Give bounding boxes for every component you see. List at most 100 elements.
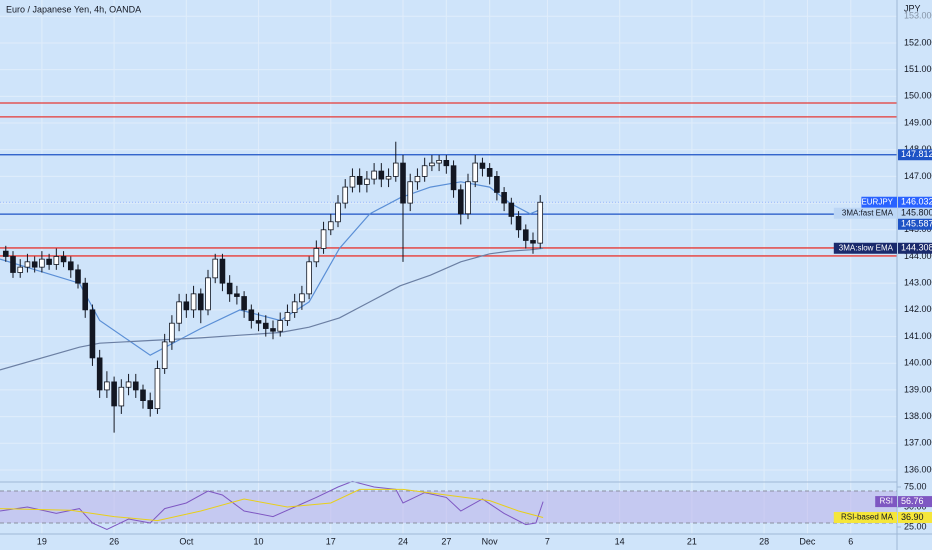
x-tick-label: Oct (179, 536, 194, 546)
candle-body (75, 269, 81, 284)
x-tick-label: 17 (326, 536, 336, 546)
y-tick-label: 149.000 (904, 117, 932, 127)
candle-body (118, 386, 125, 407)
price-tag: 147.812 (898, 149, 932, 161)
tag-name-box (833, 207, 897, 219)
tag-name-box (875, 496, 897, 508)
tag-value: 145.587 (901, 219, 932, 229)
candle-body (205, 277, 211, 311)
x-tick-label: 14 (615, 536, 625, 546)
candle-body (190, 293, 197, 311)
candle-body (327, 221, 334, 231)
x-tick-label: 10 (254, 536, 264, 546)
y-tick-label: 153.000 (904, 11, 932, 21)
candle-body (60, 256, 67, 263)
candle-body (486, 168, 493, 177)
candle-body (436, 159, 442, 164)
candle-body (270, 328, 276, 332)
price-tag: 56.76 RSI (875, 496, 932, 508)
price-tag: 145.800 3MA:fast EMA (833, 207, 932, 219)
rsi-band (0, 491, 897, 523)
candle-body (140, 389, 146, 401)
candle-body (197, 293, 204, 311)
x-tick-label: 28 (759, 536, 769, 546)
candle-body (429, 162, 435, 167)
price-tag: 145.587 (898, 219, 932, 230)
candle-body (501, 192, 507, 204)
candle-body (219, 258, 226, 284)
ma-line (0, 247, 544, 371)
tag-name-box (833, 242, 897, 254)
candle-body (176, 301, 182, 324)
candle-body (183, 301, 190, 311)
tag-value: 147.812 (901, 149, 932, 159)
y-tick-label: 139.000 (904, 384, 932, 394)
candle-body (342, 186, 349, 204)
candle-body (537, 201, 544, 244)
tag-value: 36.90 (901, 512, 924, 522)
candle-body (335, 202, 341, 223)
currency: JPY (904, 3, 921, 13)
y-tick-label: 136.000 (904, 464, 932, 474)
candle-body (10, 256, 16, 273)
candle-body (385, 176, 392, 180)
candle-body (169, 322, 175, 343)
candle-body (147, 400, 154, 410)
candle-body (17, 266, 24, 273)
tag-name-box (833, 511, 897, 523)
candle-body (378, 170, 385, 180)
candle-body (132, 381, 139, 391)
tag-box (898, 242, 932, 254)
candle-body (248, 309, 255, 321)
tag-value: 145.800 (901, 208, 932, 218)
candle-body (89, 309, 96, 359)
candle-body (457, 189, 464, 215)
candle-body (392, 162, 399, 177)
candle-body (234, 293, 240, 297)
candle-body (450, 165, 457, 191)
price-tag: 144.308 3MA:slow EMA (833, 242, 932, 254)
y-tick-label: 143.000 (904, 278, 932, 288)
candle-body (67, 261, 74, 271)
tag-value: 146.032 (901, 197, 932, 207)
candle-body (2, 250, 9, 257)
tag-box (898, 218, 932, 230)
x-tick-label: 26 (109, 536, 119, 546)
x-tick-label: 24 (398, 536, 408, 546)
x-tick-label: Dec (799, 536, 816, 546)
candle-body (291, 301, 298, 313)
y-tick-label: 138.000 (904, 411, 932, 421)
tag-name: EURJPY (861, 197, 893, 206)
x-tick-label: 6 (848, 536, 853, 546)
x-tick-label: 27 (441, 536, 451, 546)
candle-body (299, 293, 305, 303)
y-tick-label: 147.000 (904, 171, 932, 181)
rsi-tick-label: 25.00 (904, 521, 927, 531)
tag-box (898, 511, 932, 523)
price-tag: 36.90 RSI-based MA (833, 511, 932, 523)
x-tick-label: 21 (687, 536, 697, 546)
tag-name: RSI-based MA (841, 513, 894, 522)
candle-body (241, 296, 247, 311)
candle-body (96, 357, 103, 391)
x-tick-label: Nov (482, 536, 499, 546)
candle-body (255, 320, 262, 324)
candle-body (24, 261, 31, 268)
y-tick-label: 140.000 (904, 358, 932, 368)
candle-body (356, 176, 363, 185)
y-tick-label: 142.000 (904, 304, 932, 314)
tag-box (898, 196, 932, 208)
plot (0, 102, 897, 530)
candle-body (515, 216, 522, 231)
x-tick-label: 19 (37, 536, 47, 546)
candle-body (306, 261, 312, 295)
y-tick-label: 151.000 (904, 64, 932, 74)
tag-name: RSI (880, 497, 893, 506)
axes: 153.000 152.000 151.000 150.000 149.000 148.0… (37, 11, 932, 547)
candle-body (349, 176, 356, 188)
candle-body (284, 312, 291, 321)
tag-box (898, 149, 932, 161)
